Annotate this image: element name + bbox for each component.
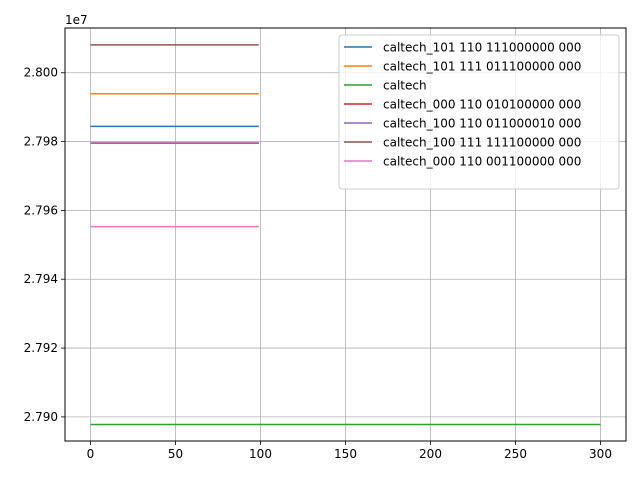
x-tick-label: 150 [334,447,357,461]
x-tick-label: 0 [87,447,95,461]
legend-label: caltech_000 110 001100000 000 [383,155,581,169]
legend-box [338,34,620,190]
legend: caltech_101 110 111000000 000 caltech_101… [338,34,620,190]
legend-label: caltech_000 110 010100000 000 [383,98,581,112]
legend-label: caltech_101 110 111000000 000 [383,41,581,55]
x-tick-label: 100 [249,447,272,461]
y-tick-label: 2.792 [24,341,58,355]
y-tick-label: 2.790 [24,410,58,424]
x-tick-label: 200 [419,447,442,461]
y-axis-offset-label: 1e7 [65,13,88,27]
y-axis: 2.790 2.792 2.794 2.796 2.798 2.800 [24,66,65,424]
y-tick-label: 2.794 [24,272,58,286]
series-lines [90,44,601,426]
legend-label: caltech_100 110 011000010 000 [383,117,581,131]
grid-lines [65,28,626,441]
x-tick-label: 50 [168,447,183,461]
y-tick-label: 2.800 [24,66,58,80]
x-tick-label: 300 [589,447,612,461]
y-tick-label: 2.796 [24,203,58,217]
legend-label: caltech_101 111 011100000 000 [383,60,581,74]
legend-label: caltech_100 111 111100000 000 [383,136,581,150]
legend-label: caltech [383,79,427,93]
y-tick-label: 2.798 [24,135,58,149]
x-tick-label: 250 [504,447,527,461]
x-axis: 0 50 100 150 200 250 300 [87,441,612,461]
